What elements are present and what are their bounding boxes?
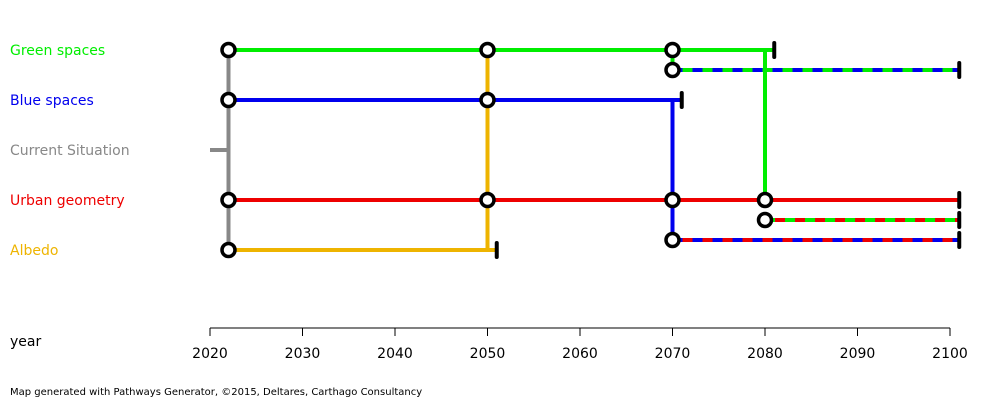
row-label-albedo: Albedo (10, 243, 58, 259)
transfer-node-2050 (479, 91, 496, 109)
transfer-node-2022 (220, 191, 237, 209)
x-tick-label-2050: 2050 (470, 346, 506, 362)
pathway-lines (210, 41, 962, 259)
x-tick-label-2070: 2070 (655, 346, 691, 362)
transfer-node-2070 (664, 61, 681, 79)
action-labels: Green spaces Blue spaces Current Situation… (10, 43, 130, 259)
transfer-node-2080 (756, 191, 774, 209)
row-label-urban-geometry: Urban geometry (10, 193, 125, 209)
transfer-node-2022 (220, 91, 237, 109)
x-tick-label-2100: 2100 (932, 346, 968, 362)
x-axis-label: year (10, 334, 41, 350)
x-tick-label-2080: 2080 (747, 346, 783, 362)
row-label-current-situation: Current Situation (10, 143, 130, 159)
x-tick-label-2030: 2030 (285, 346, 321, 362)
transfer-node-2050 (479, 41, 496, 59)
transfer-node-2022 (220, 41, 237, 59)
transfer-node-2022 (220, 241, 237, 259)
transfer-node-2050 (479, 191, 496, 209)
transfer-node-2070 (664, 191, 681, 209)
transfer-nodes (220, 41, 774, 259)
transfer-node-2080 (756, 211, 774, 229)
x-tick-label-2020: 2020 (192, 346, 228, 362)
x-tick-label-2090: 2090 (840, 346, 876, 362)
row-label-blue-spaces: Blue spaces (10, 93, 94, 109)
transfer-node-2070 (664, 41, 681, 59)
transfer-node-2070 (664, 231, 681, 249)
footer-credit: Map generated with Pathways Generator, ©… (10, 387, 422, 398)
x-tick-label-2040: 2040 (377, 346, 413, 362)
row-label-green-spaces: Green spaces (10, 43, 105, 59)
x-axis: year 2020 2030 2040 2050 2060 2070 2080 2090 210… (10, 327, 968, 362)
x-tick-label-2060: 2060 (562, 346, 598, 362)
